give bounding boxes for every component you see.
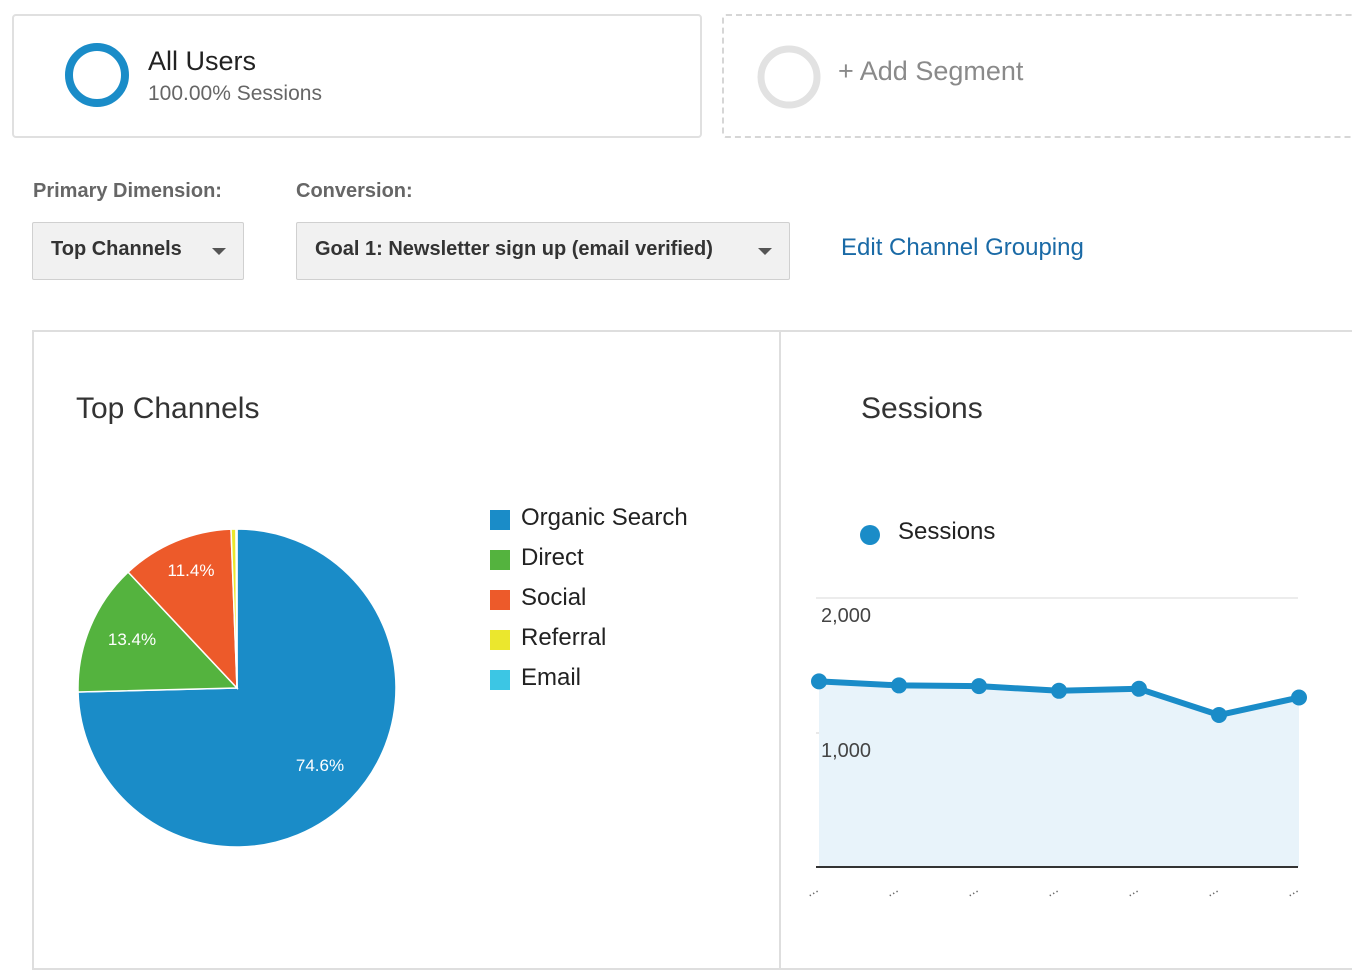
sessions-data-point[interactable] — [1291, 689, 1307, 706]
x-tick-label: ... — [1203, 880, 1221, 900]
chevron-down-icon — [758, 248, 772, 255]
legend-label: Social — [521, 584, 587, 611]
sessions-data-point[interactable] — [1211, 707, 1227, 724]
pie-chart-title: Top Channels — [76, 392, 260, 425]
x-tick-label: ... — [883, 880, 901, 900]
slice-label-social: 11.4% — [168, 561, 215, 580]
legend-swatch — [490, 590, 510, 610]
sessions-data-point[interactable] — [1131, 680, 1147, 697]
legend-swatch — [490, 510, 510, 530]
sessions-data-point[interactable] — [891, 677, 907, 694]
y-tick-label: 2,000 — [821, 605, 871, 627]
primary-dimension-value: Top Channels — [51, 238, 182, 260]
y-tick-label: 1,000 — [821, 740, 871, 762]
x-tick-label: ... — [1123, 880, 1141, 900]
pie-slice-social[interactable] — [127, 528, 238, 690]
sessions-data-point[interactable] — [1051, 682, 1067, 699]
slice-label-organic: 74.6% — [296, 756, 344, 775]
pie-slice-email[interactable] — [235, 528, 238, 689]
sessions-chart: 2,000 1,000 ..................... — [803, 597, 1307, 900]
conversion-label: Conversion: — [296, 180, 413, 202]
pie-chart: 74.6% 13.4% 11.4% — [77, 528, 397, 848]
primary-dimension-select[interactable]: Top Channels — [32, 222, 244, 280]
panel-divider — [779, 332, 781, 970]
slice-label-direct: 13.4% — [108, 630, 156, 649]
segment-all-users[interactable]: All Users 100.00% Sessions — [12, 14, 702, 138]
legend-label: Email — [521, 664, 582, 691]
line-chart-title: Sessions — [861, 392, 983, 425]
legend-label: Organic Search — [521, 504, 688, 531]
charts-panel: Top Channels Sessions 74.6% 13.4% 11.4% … — [32, 330, 1352, 970]
x-tick-label: ... — [1043, 880, 1061, 900]
primary-dimension-label: Primary Dimension: — [33, 180, 222, 202]
add-segment-label: + Add Segment — [838, 56, 1024, 86]
conversion-value: Goal 1: Newsletter sign up (email verifi… — [315, 238, 713, 260]
empty-segment-ring-icon — [757, 45, 821, 109]
add-segment-button[interactable]: + Add Segment — [722, 14, 1352, 138]
x-tick-label: ... — [1283, 880, 1301, 900]
legend-label: Direct — [521, 544, 584, 571]
legend-swatch — [490, 670, 510, 690]
legend-swatch — [490, 550, 510, 570]
sessions-data-point[interactable] — [811, 673, 827, 690]
segment-subtitle: 100.00% Sessions — [148, 82, 322, 105]
segment-name: All Users — [148, 46, 257, 76]
x-tick-label: ... — [963, 880, 981, 900]
sessions-area — [819, 681, 1299, 867]
pie-slice-direct[interactable] — [77, 571, 239, 693]
x-tick-label: ... — [803, 880, 821, 900]
sessions-legend-label: Sessions — [898, 518, 996, 545]
edit-channel-grouping-link[interactable]: Edit Channel Grouping — [841, 234, 1084, 261]
series-dot-icon — [860, 525, 880, 545]
chevron-down-icon — [212, 248, 226, 255]
legend-swatch — [490, 630, 510, 650]
legend-label: Referral — [521, 624, 607, 651]
sessions-data-point[interactable] — [971, 678, 987, 695]
segment-ring-icon — [65, 43, 129, 107]
conversion-select[interactable]: Goal 1: Newsletter sign up (email verifi… — [296, 222, 790, 280]
